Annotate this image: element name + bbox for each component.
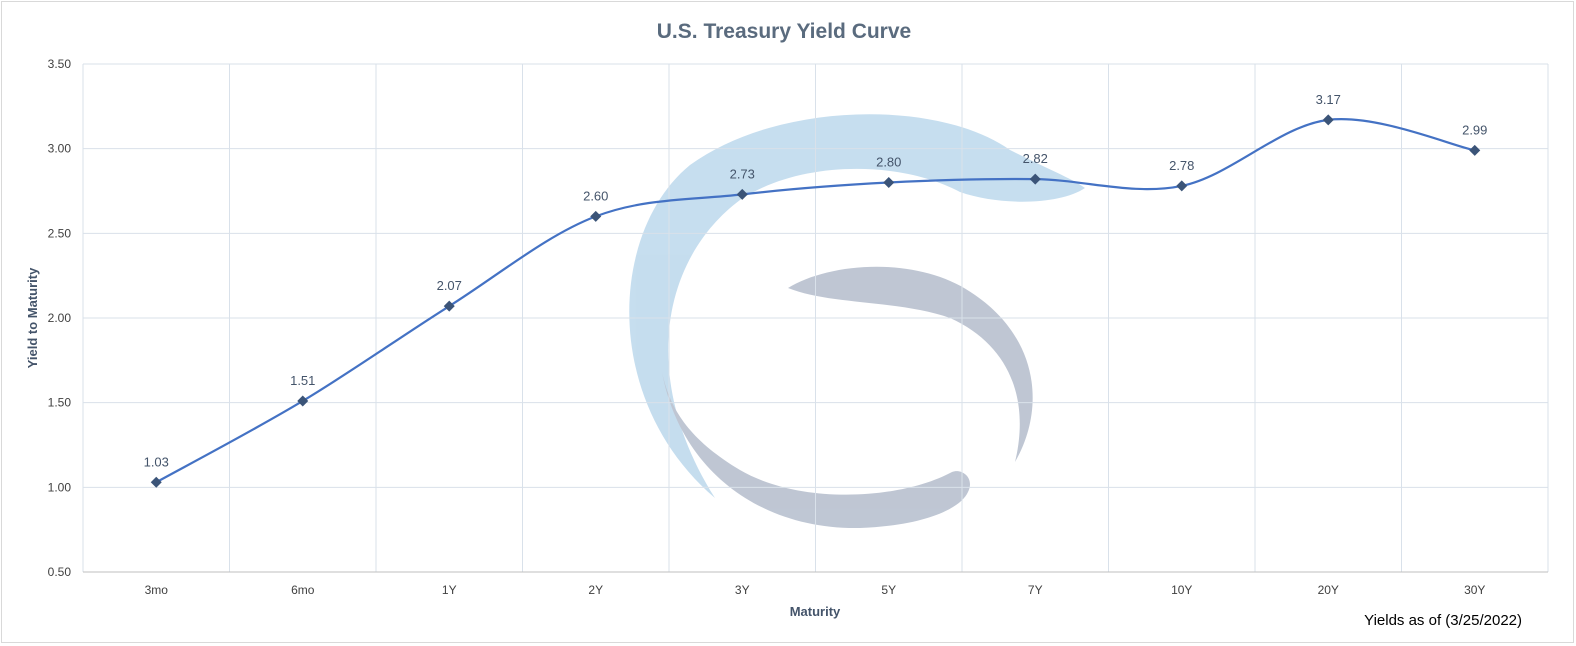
data-point-marker — [443, 300, 455, 312]
chart-series — [150, 114, 1481, 488]
data-point-marker — [1322, 114, 1334, 126]
x-tick-label: 7Y — [1028, 583, 1043, 597]
data-point-marker — [1029, 173, 1041, 185]
x-tick-label: 3Y — [735, 583, 750, 597]
data-point-marker — [1176, 180, 1188, 192]
data-value-label: 1.03 — [144, 454, 169, 469]
x-tick-label: 2Y — [588, 583, 603, 597]
data-point-marker — [1469, 144, 1481, 156]
chart-grid — [82, 63, 1549, 573]
data-value-label: 2.99 — [1462, 122, 1487, 137]
data-value-label: 2.07 — [437, 278, 462, 293]
chart-title: U.S. Treasury Yield Curve — [657, 20, 911, 43]
data-point-marker — [297, 395, 309, 407]
data-value-label: 2.80 — [876, 155, 901, 170]
watermark-dark-lower-arc — [662, 372, 970, 529]
x-tick-label: 6mo — [291, 583, 315, 597]
chart-axes: 0.50 1.00 1.50 2.00 2.50 3.00 3.50 3mo 6mo 1Y 2Y 3Y… — [48, 57, 1548, 597]
data-point-marker — [736, 188, 748, 200]
y-tick-label: 2.50 — [48, 226, 72, 240]
x-axis-title: Maturity — [790, 604, 841, 619]
y-tick-label: 3.00 — [48, 142, 72, 156]
watermark-logo — [629, 114, 1085, 529]
data-value-label: 2.73 — [730, 166, 755, 181]
data-value-label: 2.78 — [1169, 158, 1194, 173]
y-tick-label: 1.00 — [48, 480, 72, 494]
chart-labels: 1.03 1.51 2.07 2.60 2.73 2.80 2.82 2.78 3.17 2.99 — [144, 92, 1488, 469]
data-value-label: 2.82 — [1023, 151, 1048, 166]
yield-series-line — [155, 118, 1475, 484]
data-point-marker — [590, 210, 602, 222]
data-value-label: 2.60 — [583, 188, 608, 203]
y-tick-label: 3.50 — [48, 57, 72, 71]
x-tick-label: 5Y — [881, 583, 896, 597]
x-tick-label: 20Y — [1318, 583, 1339, 597]
data-point-marker — [150, 476, 162, 488]
y-axis-title: Yield to Maturity — [25, 267, 40, 368]
x-tick-label: 1Y — [442, 583, 457, 597]
y-tick-label: 0.50 — [48, 565, 72, 579]
x-tick-label: 3mo — [145, 583, 169, 597]
x-tick-label: 30Y — [1464, 583, 1485, 597]
data-value-label: 3.17 — [1316, 92, 1341, 107]
y-tick-label: 1.50 — [48, 396, 72, 410]
data-point-marker — [883, 177, 895, 189]
watermark-dark-arc — [788, 266, 1033, 462]
x-tick-label: 10Y — [1171, 583, 1192, 597]
y-tick-label: 2.00 — [48, 311, 72, 325]
yields-as-of-note: Yields as of (3/25/2022) — [1364, 612, 1522, 629]
data-value-label: 1.51 — [290, 373, 315, 388]
